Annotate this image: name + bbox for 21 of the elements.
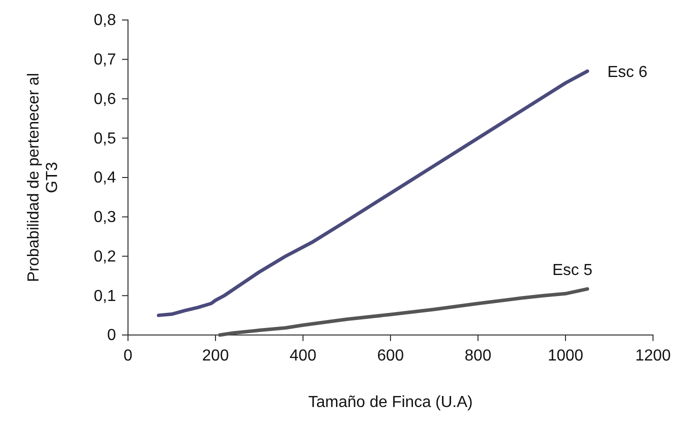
x-tick-label: 400 <box>290 347 316 364</box>
x-tick-label: 800 <box>464 347 492 364</box>
x-tick-label: 200 <box>202 347 229 364</box>
x-tick-label: 1000 <box>548 347 584 364</box>
line-series <box>218 287 590 337</box>
y-tick-label: 0,6 <box>94 90 116 108</box>
y-tick-label: 0,3 <box>94 208 116 226</box>
y-tick-label: 0,1 <box>94 288 116 305</box>
y-tick-label: 0,5 <box>94 130 116 148</box>
y-tick-label: 0,7 <box>94 51 116 68</box>
x-tick-label: 600 <box>377 347 404 364</box>
y-axis-title: Probabilidad de pertenecer al GT3 <box>25 72 61 282</box>
x-axis-title: Tamaño de Finca (U.A) <box>308 394 473 411</box>
series-label: Esc 5 <box>552 262 592 279</box>
series-label: Esc 6 <box>607 64 648 82</box>
y-tick-label: 0,8 <box>94 12 116 30</box>
y-tick-label: 0,2 <box>94 248 116 266</box>
x-tick-label: 1200 <box>635 347 671 364</box>
y-tick-label: 0 <box>107 327 116 344</box>
y-tick-label: 0,4 <box>94 170 116 187</box>
x-tick-label: 0 <box>124 347 133 364</box>
